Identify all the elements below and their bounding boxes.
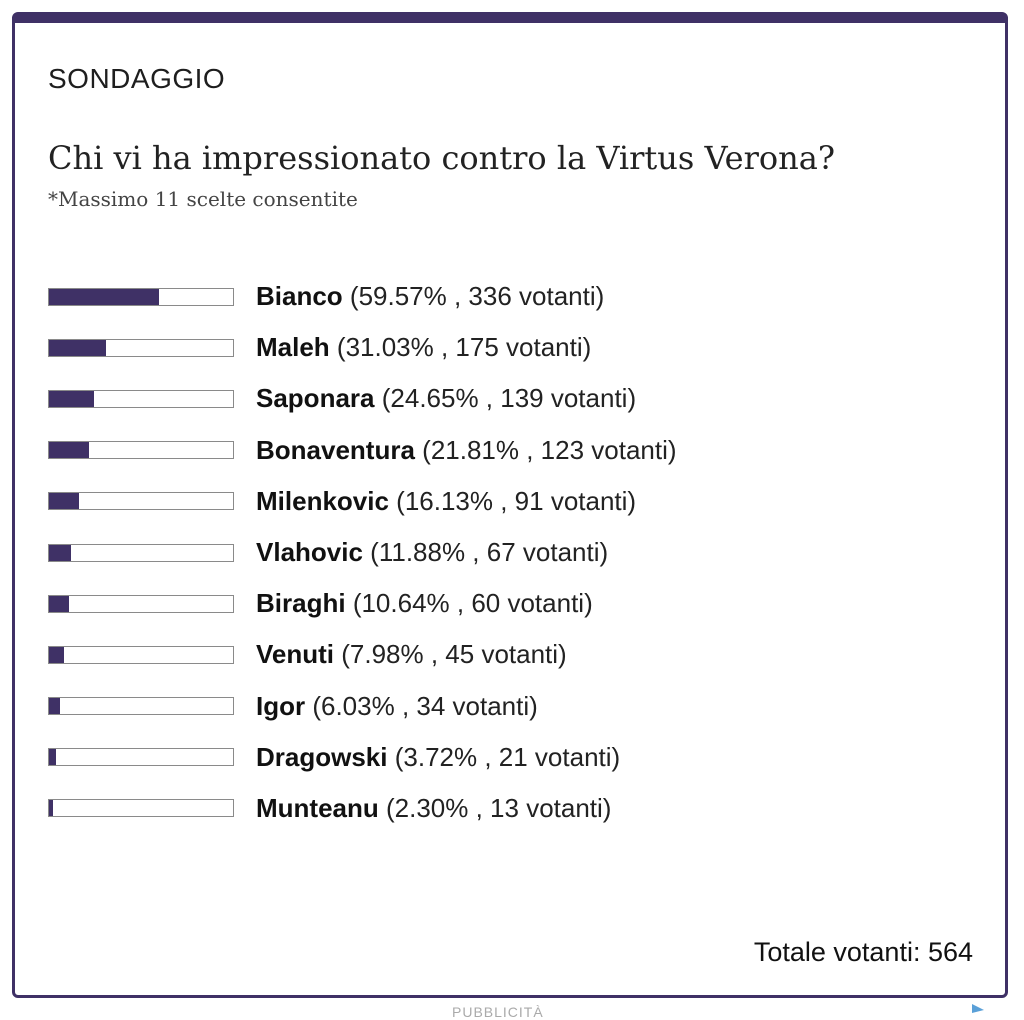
option-stats: (2.30% , 13 votanti): [386, 792, 612, 823]
poll-card: SONDAGGIO Chi vi ha impressionato contro…: [12, 12, 1008, 998]
option-text: Venuti (7.98% , 45 votanti): [256, 639, 567, 670]
option-name: Vlahovic: [256, 537, 363, 568]
option-name: Bonaventura: [256, 434, 415, 465]
result-bar-fill: [49, 800, 54, 817]
result-bar: [48, 594, 234, 613]
result-bar: [48, 645, 234, 664]
option-name: Maleh: [256, 332, 330, 363]
option-name: Milenkovic: [256, 485, 389, 516]
option-text: Maleh (31.03% , 175 votanti): [256, 332, 591, 363]
poll-option: Dragowski (3.72% , 21 votanti): [48, 732, 677, 783]
result-bar: [48, 338, 234, 357]
poll-option: Vlahovic (11.88% , 67 votanti): [48, 527, 677, 578]
option-text: Igor (6.03% , 34 votanti): [256, 691, 538, 722]
result-bar: [48, 748, 234, 767]
option-stats: (6.03% , 34 votanti): [312, 690, 538, 721]
result-bar-fill: [49, 646, 64, 663]
option-text: Dragowski (3.72% , 21 votanti): [256, 742, 620, 773]
adchoices-icon[interactable]: [970, 1004, 986, 1013]
option-text: Vlahovic (11.88% , 67 votanti): [256, 537, 608, 568]
result-bar-fill: [49, 493, 79, 510]
result-bar: [48, 543, 234, 562]
ad-label: PUBBLICITÀ: [452, 1004, 544, 1020]
option-text: Munteanu (2.30% , 13 votanti): [256, 793, 611, 824]
result-bar-fill: [49, 698, 61, 715]
poll-option: Venuti (7.98% , 45 votanti): [48, 629, 677, 680]
poll-option: Bonaventura (21.81% , 123 votanti): [48, 425, 677, 476]
result-bar: [48, 441, 234, 460]
result-bar: [48, 492, 234, 511]
poll-option: Saponara (24.65% , 139 votanti): [48, 373, 677, 424]
result-bar-fill: [49, 749, 56, 766]
option-name: Bianco: [256, 281, 343, 312]
option-text: Biraghi (10.64% , 60 votanti): [256, 588, 593, 619]
poll-total: Totale votanti: 564: [753, 937, 973, 967]
poll-question: Chi vi ha impressionato contro la Virtus…: [48, 139, 835, 177]
option-stats: (21.81% , 123 votanti): [422, 434, 677, 465]
option-stats: (3.72% , 21 votanti): [394, 741, 621, 772]
poll-label: SONDAGGIO: [48, 63, 226, 94]
poll-option: Bianco (59.57% , 336 votanti): [48, 271, 677, 322]
result-bar: [48, 697, 234, 716]
option-text: Bonaventura (21.81% , 123 votanti): [256, 435, 677, 466]
result-bar-fill: [49, 390, 95, 407]
result-bar: [48, 389, 234, 408]
option-name: Munteanu: [256, 792, 379, 823]
option-text: Saponara (24.65% , 139 votanti): [256, 383, 636, 414]
option-name: Venuti: [256, 639, 335, 670]
option-stats: (59.57% , 336 votanti): [349, 281, 605, 312]
option-name: Biraghi: [256, 588, 346, 619]
result-bar-fill: [49, 288, 159, 305]
result-bar-fill: [49, 442, 90, 459]
result-bar-fill: [49, 544, 71, 561]
result-bar: [48, 799, 234, 818]
poll-option: Igor (6.03% , 34 votanti): [48, 681, 677, 732]
result-bar: [48, 287, 234, 306]
poll-option: Biraghi (10.64% , 60 votanti): [48, 578, 677, 629]
option-stats: (10.64% , 60 votanti): [352, 588, 593, 619]
option-stats: (24.65% , 139 votanti): [381, 383, 637, 414]
poll-option: Milenkovic (16.13% , 91 votanti): [48, 476, 677, 527]
option-text: Milenkovic (16.13% , 91 votanti): [256, 486, 636, 517]
poll-option: Maleh (31.03% , 175 votanti): [48, 322, 677, 373]
option-text: Bianco (59.57% , 336 votanti): [256, 281, 604, 312]
option-name: Saponara: [256, 383, 375, 414]
result-bar-fill: [49, 339, 107, 356]
option-name: Igor: [256, 690, 306, 721]
option-stats: (31.03% , 175 votanti): [336, 332, 592, 363]
result-bar-fill: [49, 595, 69, 612]
poll-options: Bianco (59.57% , 336 votanti) Maleh (31.0…: [48, 271, 677, 834]
poll-note: *Massimo 11 scelte consentite: [48, 187, 358, 211]
option-stats: (16.13% , 91 votanti): [396, 485, 637, 516]
option-stats: (7.98% , 45 votanti): [341, 639, 567, 670]
poll-option: Munteanu (2.30% , 13 votanti): [48, 783, 677, 834]
option-name: Dragowski: [256, 741, 388, 772]
option-stats: (11.88% , 67 votanti): [370, 537, 609, 568]
